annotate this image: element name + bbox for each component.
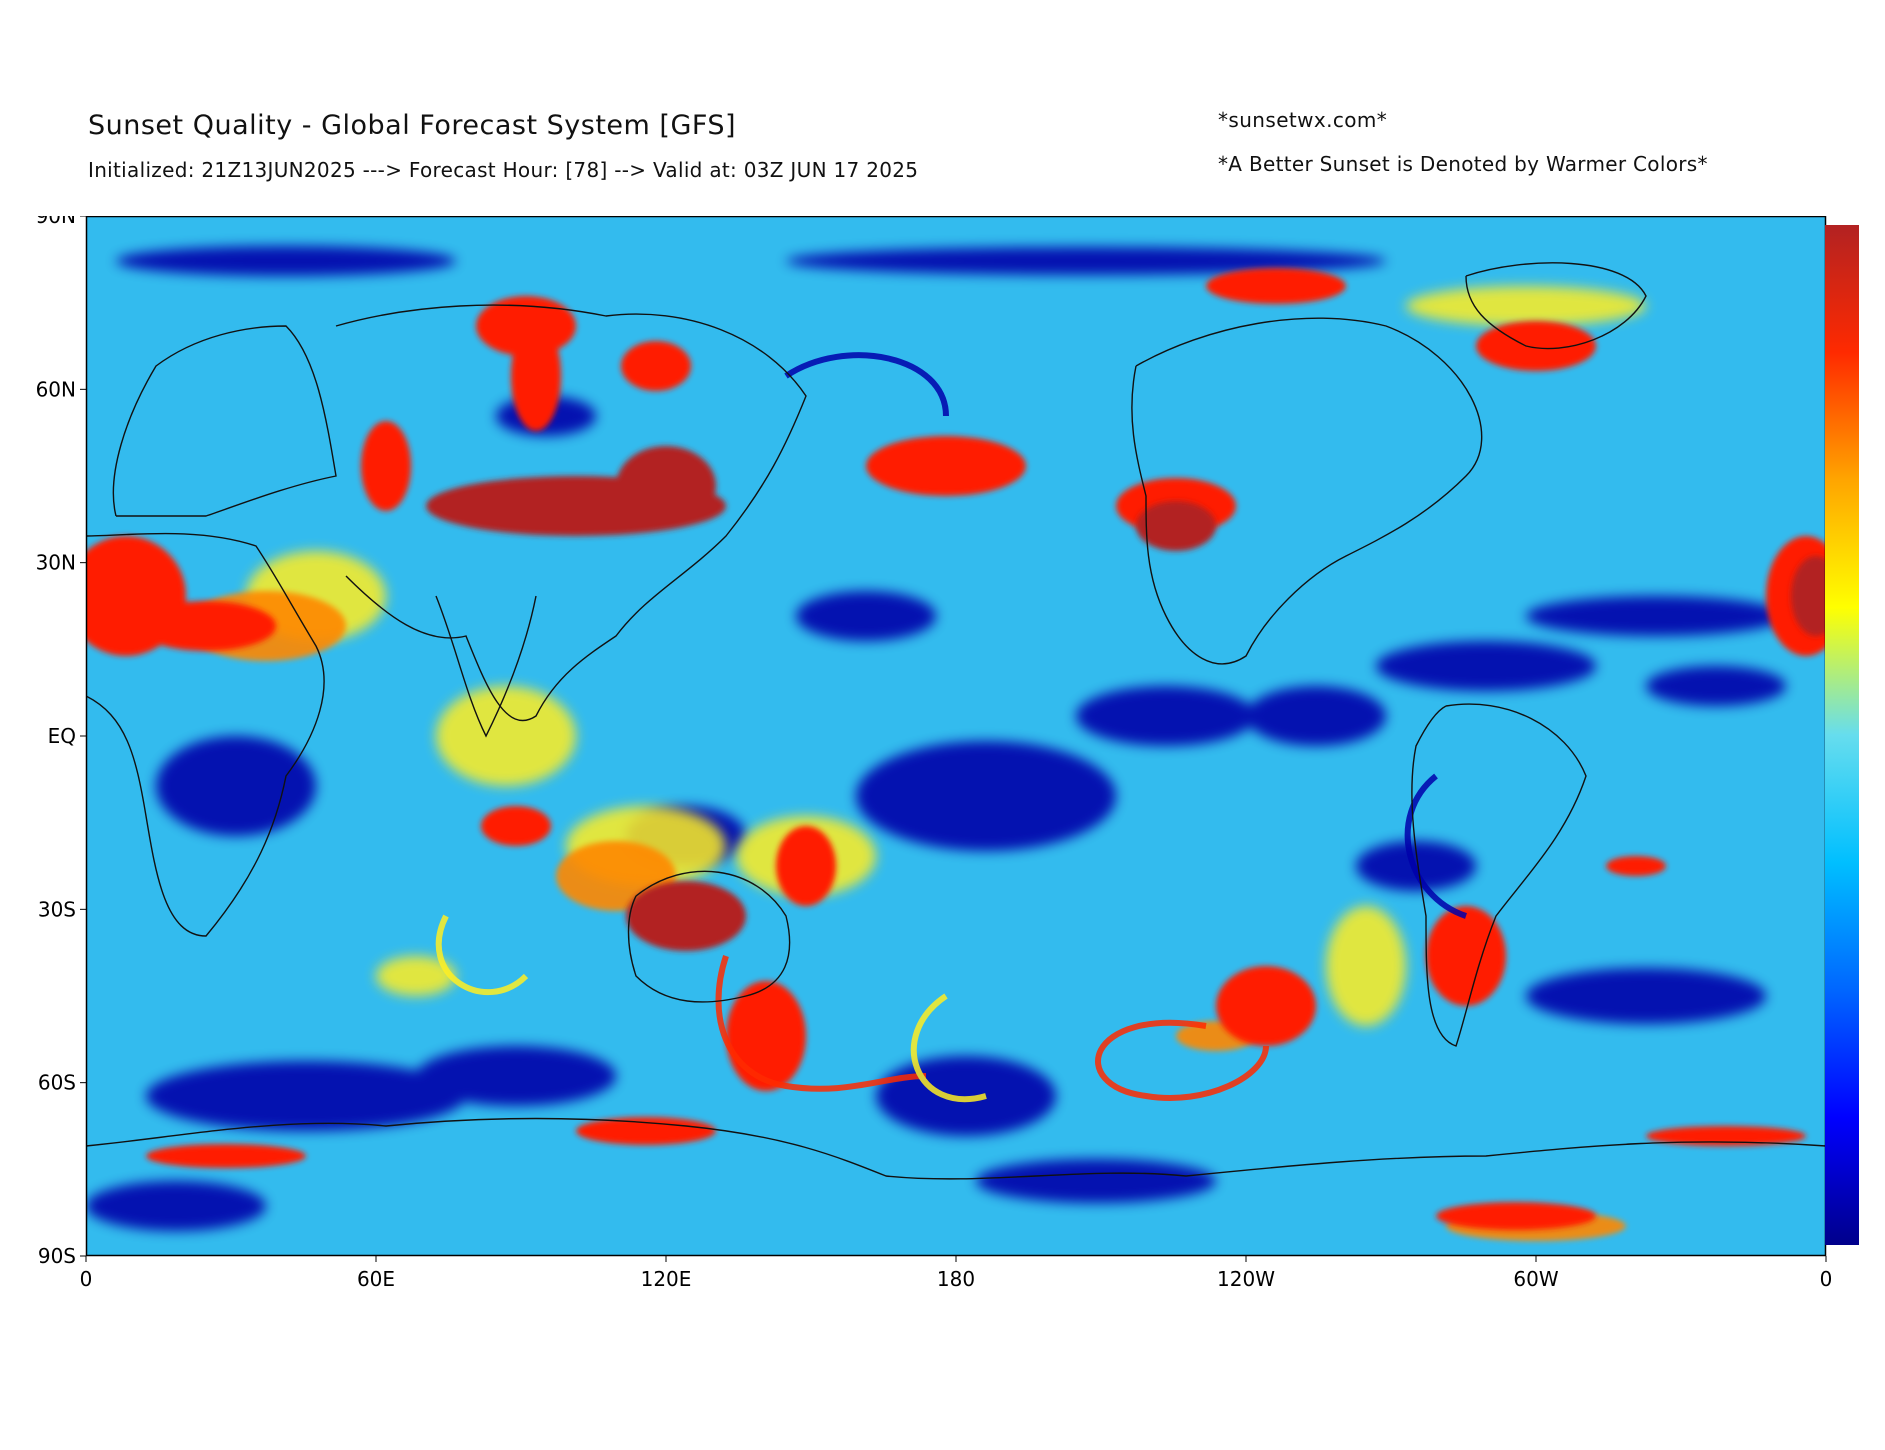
field-red [86,268,1826,1230]
site-label: *sunsetwx.com* [1218,108,1388,132]
lat-tick-label: 30N [36,551,76,575]
india-outline [435,595,537,738]
australia-outline [627,870,791,1003]
swirl-lines [435,352,1467,1103]
map-subtitle: Initialized: 21Z13JUN2025 ---> Forecast … [88,158,919,182]
lon-tick-label: 60W [1513,1267,1558,1291]
africa-outline [86,532,325,937]
lat-tick-label: 90N [36,216,76,228]
europe-outline [112,325,337,517]
field-dark-blue [86,246,1786,1231]
lon-tick-label: 120E [641,1267,692,1291]
field-deep-red [426,446,1826,951]
y-axis: 90N 60N 30N EQ 30S 60S 90S [36,216,86,1268]
coastline-outlines [86,262,1826,1180]
asia-outline [335,304,807,722]
colorbar [1825,225,1859,1245]
map-title: Sunset Quality - Global Forecast System … [88,110,737,141]
north-america-outline [1131,317,1483,665]
color-note: *A Better Sunset is Denoted by Warmer Co… [1218,152,1708,176]
antarctica-outline [86,1117,1826,1180]
lon-tick-label: 120W [1217,1267,1275,1291]
greenland-outline [1465,262,1647,350]
x-axis: 0 60E 120E 180 120W 60W 0 [80,1256,1833,1291]
lat-tick-label: 30S [38,897,76,921]
lat-tick-label: 60S [38,1071,76,1095]
lat-tick-label: 60N [36,377,76,401]
lon-tick-label: 60E [357,1267,395,1291]
south-america-outline [1411,703,1587,1047]
lon-tick-label: 0 [1820,1267,1833,1291]
lat-tick-label: 90S [38,1244,76,1268]
lat-tick-label: EQ [48,724,76,748]
colorbar-fill [1825,225,1859,1245]
lon-tick-label: 0 [80,1267,93,1291]
lon-tick-label: 180 [937,1267,975,1291]
forecast-map: 90N 60N 30N EQ 30S 60S 90S 0 60E 120E 180 120W 60W 0 [36,216,1833,1291]
